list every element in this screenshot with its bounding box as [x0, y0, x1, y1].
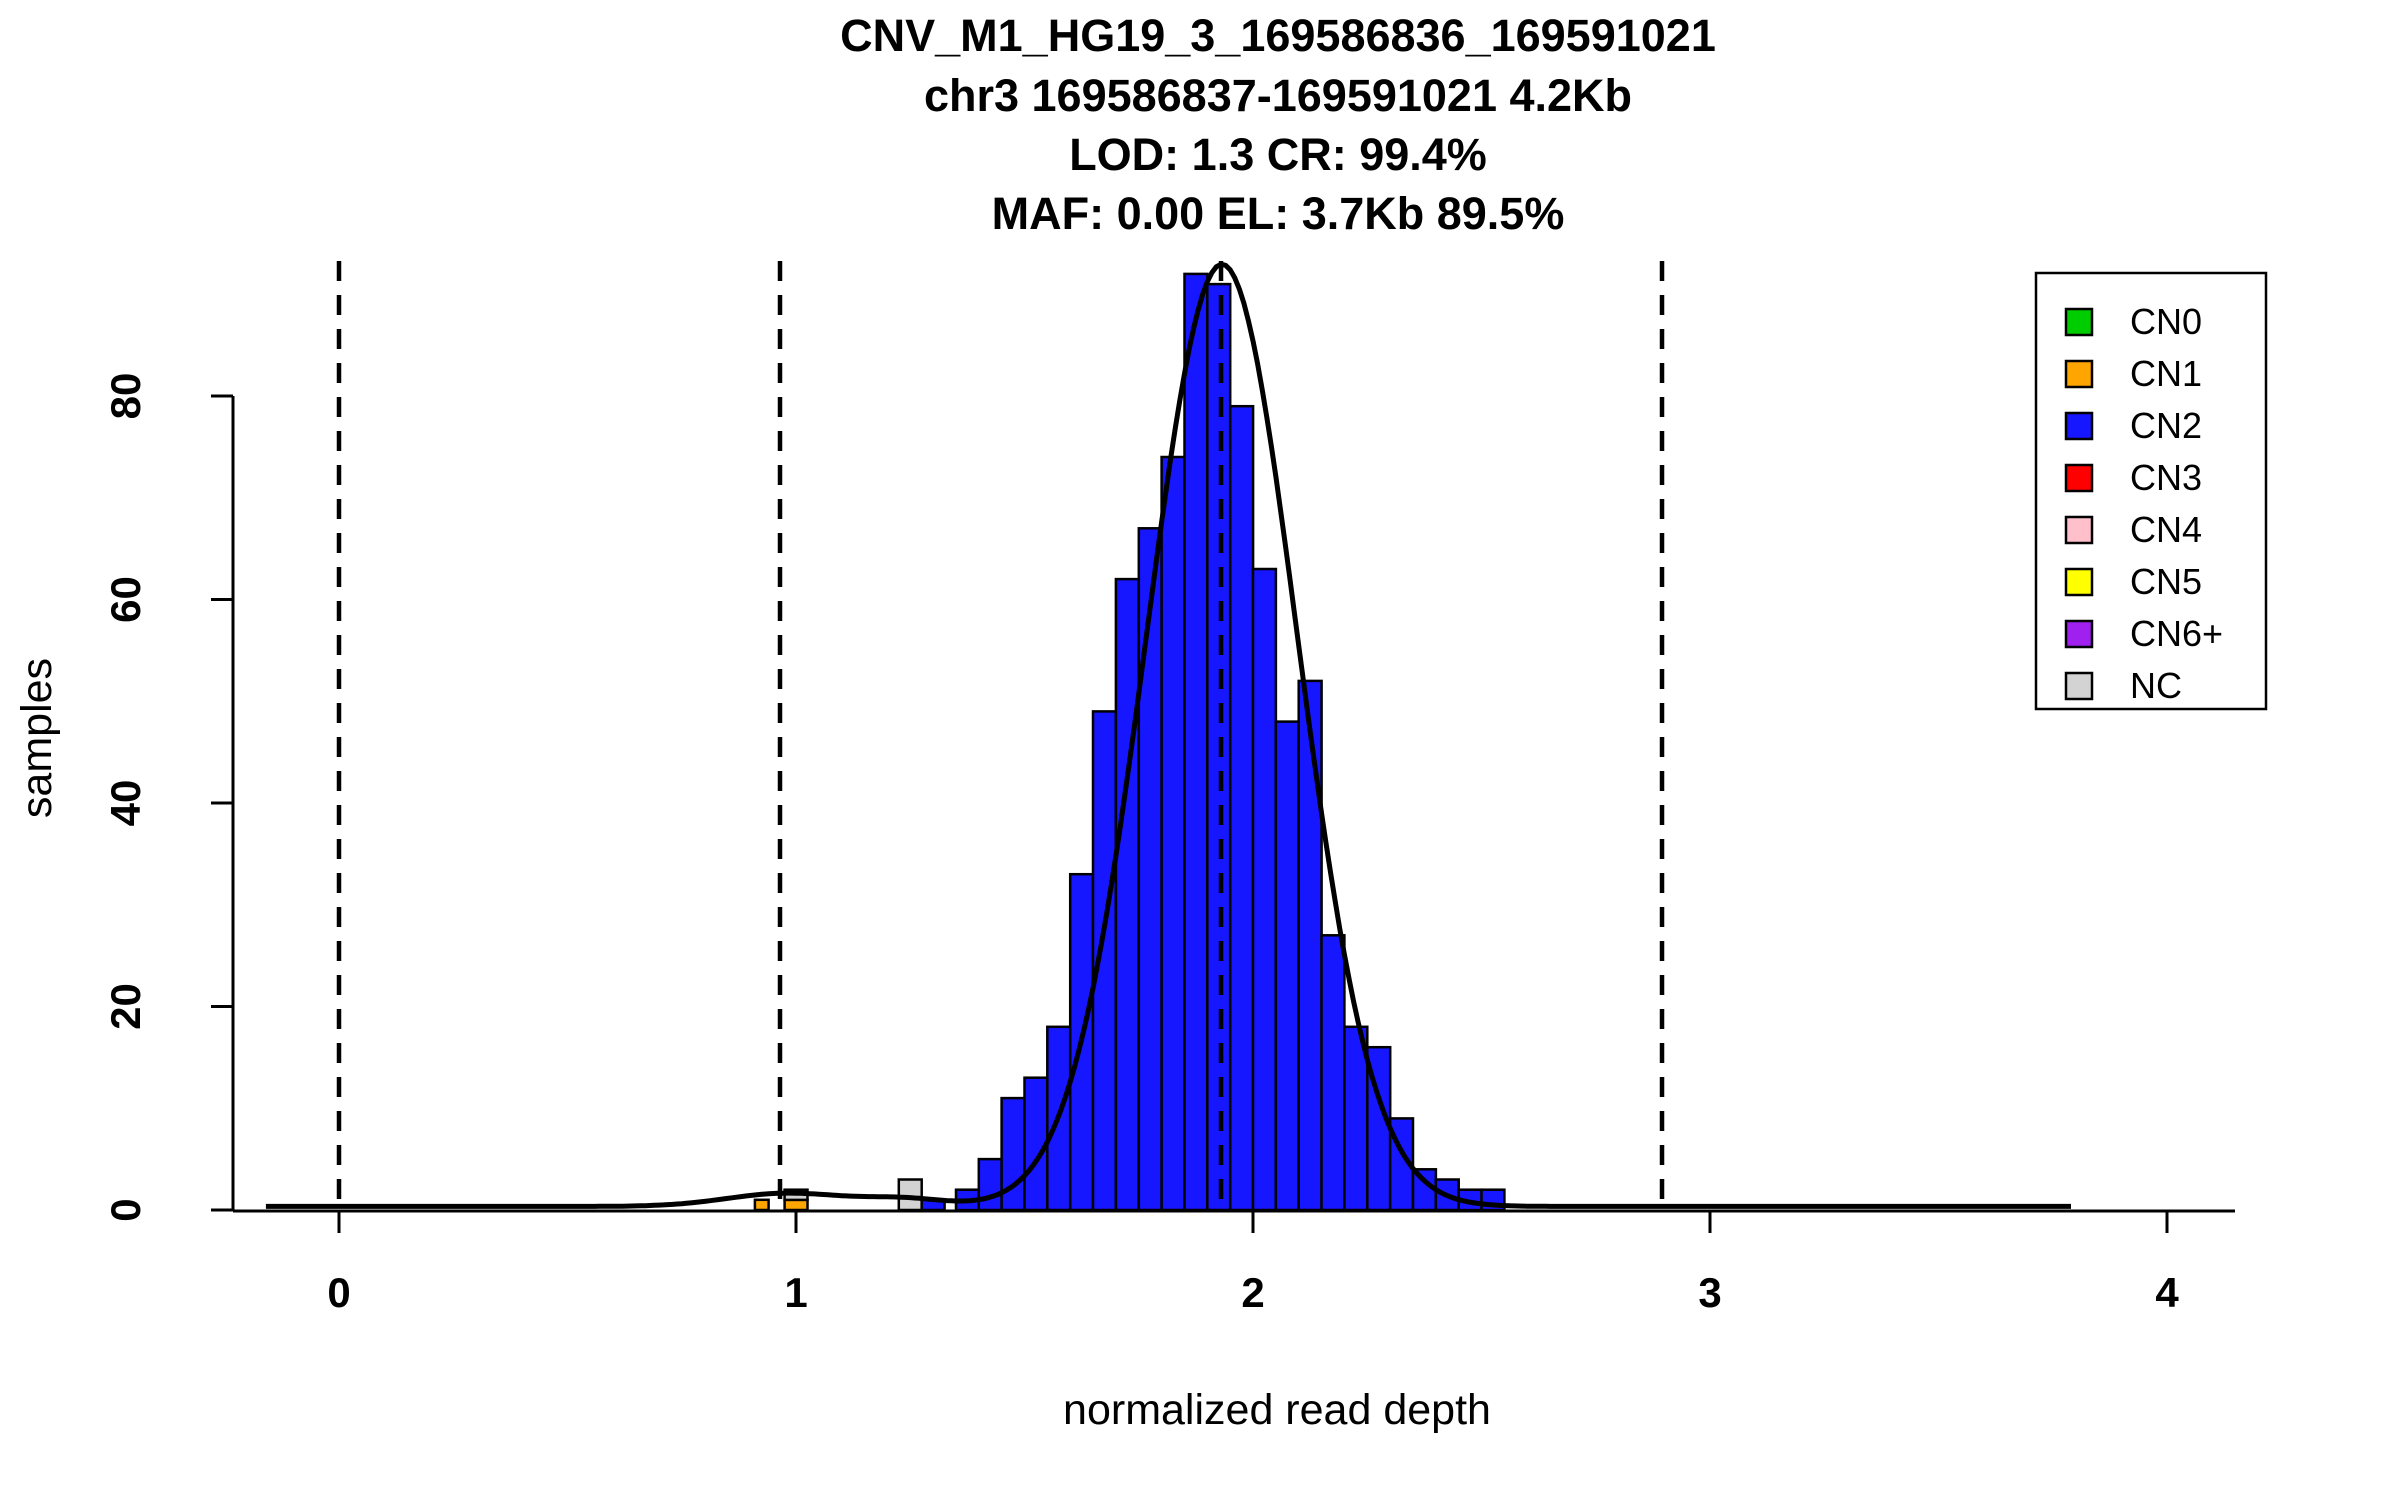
histogram-bar-cn2	[1206, 282, 1232, 1212]
x-tick-label: 0	[327, 1269, 350, 1316]
legend-label-cn4: CN4	[2130, 509, 2202, 550]
histogram-bar-cn1	[783, 1198, 809, 1212]
plot-area	[265, 261, 2071, 1212]
y-tick-label: 0	[102, 1198, 149, 1221]
histogram-bar-cn2	[1320, 934, 1346, 1212]
y-tick-label: 40	[102, 780, 149, 827]
legend-label-cn1: CN1	[2130, 353, 2202, 394]
legend-swatch-cn3	[2064, 463, 2094, 493]
legend-swatch-cn0	[2064, 307, 2094, 337]
histogram-bar-cn1	[753, 1198, 770, 1212]
y-tick-label: 60	[102, 576, 149, 623]
histogram-bar-cn2	[1114, 577, 1141, 1212]
legend-swatch-cn6plus	[2064, 619, 2094, 649]
legend-swatch-cn4	[2064, 515, 2094, 545]
chart-title-line-1: CNV_M1_HG19_3_169586836_169591021	[840, 10, 1716, 61]
y-axis-title: samples	[13, 658, 61, 818]
histogram-bar-cn2	[977, 1157, 1003, 1212]
legend-label-cn3: CN3	[2130, 457, 2202, 498]
histogram-bar-cn2	[1183, 272, 1209, 1212]
legend-label-cn0: CN0	[2130, 301, 2202, 342]
legend-label-cn6plus: CN6+	[2130, 613, 2223, 654]
x-tick-label: 3	[1698, 1269, 1721, 1316]
histogram-bar-cn2	[1137, 527, 1163, 1212]
legend-swatch-cn5	[2064, 567, 2094, 597]
density-curve	[265, 261, 2071, 1209]
histogram-bar-cn2	[1274, 720, 1300, 1212]
chart-titles: CNV_M1_HG19_3_169586836_169591021 chr3 1…	[840, 10, 1716, 239]
chart-title-line-3: LOD: 1.3 CR: 99.4%	[1069, 129, 1487, 180]
y-tick-label: 20	[102, 983, 149, 1030]
chart-title-line-2: chr3 169586837-169591021 4.2Kb	[924, 70, 1632, 121]
x-tick-label: 4	[2155, 1269, 2179, 1316]
histogram-bar-cn2	[1251, 567, 1278, 1212]
legend: CN0 CN1 CN2 CN3 CN4 CN5 CN6+ NC	[2034, 271, 2268, 711]
legend-swatch-nc	[2064, 671, 2094, 701]
x-tick-label: 2	[1241, 1269, 1264, 1316]
legend-swatch-cn2	[2064, 411, 2094, 441]
histogram-bar-cn2	[1160, 455, 1186, 1212]
legend-label-cn2: CN2	[2130, 405, 2202, 446]
chart-title-line-4: MAF: 0.00 EL: 3.7Kb 89.5%	[992, 188, 1565, 239]
y-tick-label: 80	[102, 373, 149, 420]
legend-swatch-cn1	[2064, 359, 2094, 389]
x-tick-label: 1	[784, 1269, 807, 1316]
histogram-bar-cn2	[1297, 679, 1323, 1212]
x-axis-title: normalized read depth	[1063, 1386, 1491, 1434]
histogram-bar-cn2	[1228, 404, 1255, 1212]
legend-label-nc: NC	[2130, 665, 2182, 706]
legend-label-cn5: CN5	[2130, 561, 2202, 602]
